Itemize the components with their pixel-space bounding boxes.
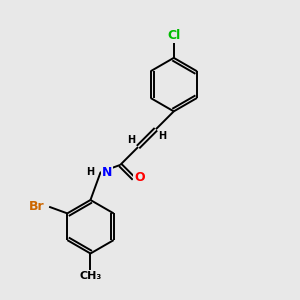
- Text: H: H: [127, 135, 135, 146]
- Text: Br: Br: [29, 200, 45, 213]
- Text: Cl: Cl: [167, 29, 180, 42]
- Text: O: O: [134, 171, 145, 184]
- Text: H: H: [159, 131, 167, 141]
- Text: CH₃: CH₃: [79, 272, 102, 281]
- Text: N: N: [102, 166, 112, 178]
- Text: H: H: [87, 167, 95, 177]
